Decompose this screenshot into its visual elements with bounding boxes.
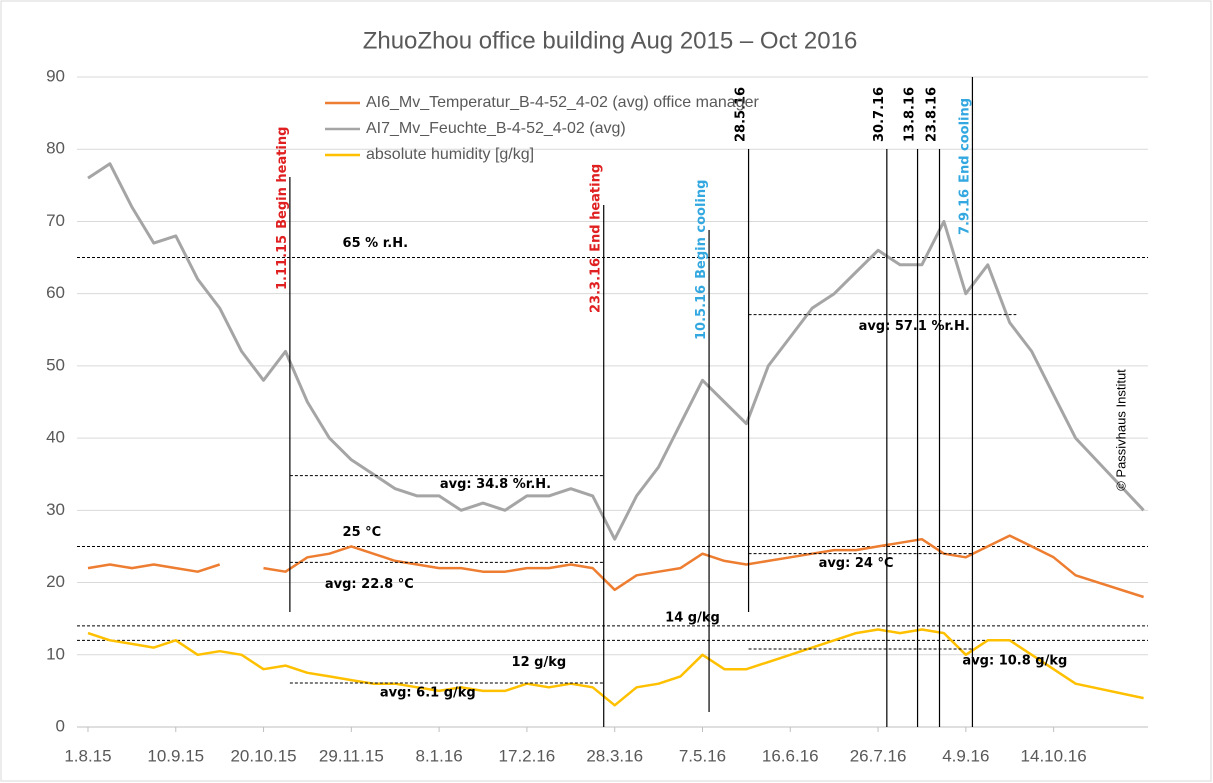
event-date: 28.5.16: [733, 87, 748, 142]
legend-label: AI6_Mv_Temperatur_B-4-52_4-02 (avg) offi…: [366, 94, 759, 111]
event-label: 28.5.16: [733, 87, 748, 142]
average-label: avg: 34.8 %r.H.: [440, 477, 551, 492]
y-tick-label: 50: [46, 355, 65, 374]
series-line: [87, 162, 1145, 541]
average-label: avg: 22.8 °C: [325, 577, 414, 592]
y-tick-label: 10: [46, 644, 65, 663]
y-tick-label: 30: [46, 500, 65, 519]
x-tick-label: 14.10.16: [1021, 746, 1087, 765]
average-label: avg: 57.1 %r.H.: [859, 319, 970, 334]
y-tick-label: 70: [46, 211, 65, 230]
event-date: 10.5.16: [694, 285, 709, 340]
event-label: 10.5.16 Begin cooling: [694, 180, 709, 340]
series-line: [87, 628, 1144, 707]
x-tick-label: 1.8.15: [64, 746, 111, 765]
event-date: 23.3.16: [588, 258, 603, 313]
event-note: Begin heating: [274, 127, 289, 229]
y-tick-label: 20: [46, 572, 65, 591]
x-tick-label: 4.9.16: [942, 746, 989, 765]
y-tick-label: 60: [46, 283, 65, 302]
y-tick-label: 80: [46, 139, 65, 158]
y-tick-label: 40: [46, 428, 65, 447]
watermark: © Passivhaus Institut: [1113, 369, 1128, 491]
x-tick-label: 26.7.16: [850, 746, 907, 765]
event-date: 1.11.15: [274, 235, 289, 290]
x-tick-label: 7.5.16: [679, 746, 726, 765]
legend-label: AI7_Mv_Feuchte_B-4-52_4-02 (avg): [366, 120, 626, 137]
reference-label: 25 °C: [343, 525, 382, 540]
event-date: 7.9.16: [957, 189, 972, 235]
x-tick-label: 20.10.15: [230, 746, 296, 765]
legend-label: absolute humidity [g/kg]: [366, 146, 534, 163]
event-label: 7.9.16 End cooling: [957, 98, 972, 235]
x-tick-label: 10.9.15: [147, 746, 204, 765]
reference-label: 12 g/kg: [512, 655, 567, 670]
event-date: 13.8.16: [902, 87, 917, 142]
event-label: 23.8.16: [924, 87, 939, 142]
average-label: avg: 24 °C: [819, 556, 894, 571]
average-label: avg: 6.1 g/kg: [380, 685, 476, 700]
y-tick-label: 90: [46, 66, 65, 85]
event-label: 23.3.16 End heating: [588, 164, 603, 313]
x-tick-label: 28.3.16: [586, 746, 643, 765]
reference-label: 65 % r.H.: [343, 236, 408, 251]
event-date: 30.7.16: [871, 87, 886, 142]
event-note: End cooling: [957, 98, 972, 183]
event-label: 30.7.16: [871, 87, 886, 142]
average-label: avg: 10.8 g/kg: [962, 654, 1067, 669]
event-note: End heating: [588, 164, 603, 252]
event-label: 1.11.15 Begin heating: [274, 127, 289, 290]
event-note: Begin cooling: [694, 180, 709, 279]
event-label: 13.8.16: [902, 87, 917, 142]
event-date: 23.8.16: [924, 87, 939, 142]
x-tick-label: 8.1.16: [415, 746, 462, 765]
x-tick-label: 17.2.16: [499, 746, 556, 765]
x-tick-label: 29.11.15: [319, 746, 384, 765]
x-tick-label: 16.6.16: [762, 746, 819, 765]
y-tick-label: 0: [56, 716, 65, 735]
chart-title: ZhuoZhou office building Aug 2015 – Oct …: [363, 27, 858, 54]
reference-label: 14 g/kg: [665, 610, 720, 625]
